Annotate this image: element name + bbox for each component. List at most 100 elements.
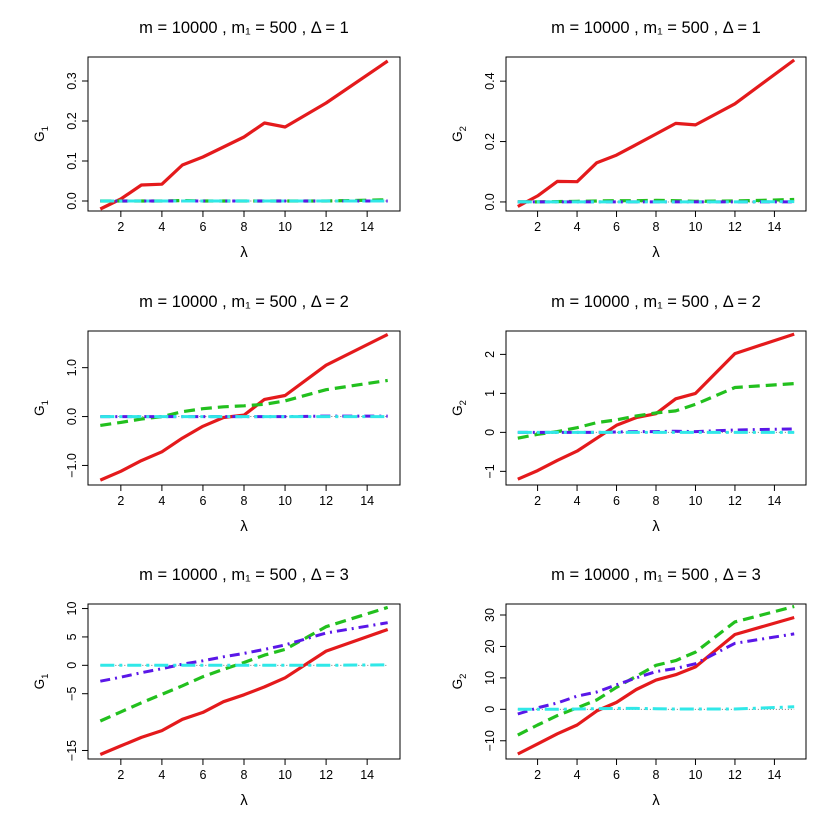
x-axis-label: λ bbox=[652, 792, 660, 809]
series-line-blue bbox=[517, 427, 795, 434]
series-line-green bbox=[517, 604, 795, 737]
x-tick-label: 2 bbox=[117, 768, 124, 782]
y-axis-label: G2 bbox=[450, 126, 469, 142]
y-tick-label: −5 bbox=[65, 687, 79, 701]
x-axis-label: λ bbox=[652, 244, 660, 261]
x-tick-label: 6 bbox=[613, 494, 620, 508]
chart-title: m = 10000 , m₁ = 500 , Δ = 2 bbox=[139, 293, 349, 311]
series-line-green bbox=[100, 378, 388, 427]
y-tick-label: 0.4 bbox=[483, 72, 497, 89]
y-axis-label-subscript: 1 bbox=[40, 400, 51, 405]
y-axis-label-base: G bbox=[450, 405, 465, 416]
y-axis-label: G2 bbox=[450, 674, 469, 690]
x-tick-label: 8 bbox=[653, 768, 660, 782]
series-line-blue bbox=[100, 621, 388, 683]
y-tick-label: 0.2 bbox=[65, 112, 79, 129]
x-axis-label: λ bbox=[652, 518, 660, 535]
chart-title: m = 10000 , m₁ = 500 , Δ = 1 bbox=[551, 19, 761, 37]
chart-title: m = 10000 , m₁ = 500 , Δ = 2 bbox=[551, 293, 761, 311]
x-tick-label: 2 bbox=[534, 494, 541, 508]
y-tick-label: 0.1 bbox=[65, 152, 79, 169]
x-tick-label: 4 bbox=[158, 768, 165, 782]
x-tick-label: 12 bbox=[319, 768, 333, 782]
y-tick-label: 5 bbox=[65, 633, 79, 640]
x-tick-label: 6 bbox=[613, 220, 620, 234]
series-line-red bbox=[99, 627, 389, 756]
x-tick-label: 12 bbox=[728, 494, 742, 508]
x-tick-label: 4 bbox=[574, 494, 581, 508]
x-tick-label: 10 bbox=[278, 768, 292, 782]
y-tick-label: −15 bbox=[65, 740, 79, 761]
x-tick-label: 14 bbox=[360, 494, 374, 508]
y-tick-label: −1 bbox=[483, 464, 497, 478]
x-tick-label: 10 bbox=[689, 494, 703, 508]
x-tick-label: 8 bbox=[241, 220, 248, 234]
x-tick-label: 10 bbox=[689, 220, 703, 234]
x-axis-label: λ bbox=[240, 792, 248, 809]
x-tick-label: 10 bbox=[278, 494, 292, 508]
y-tick-label: −1.0 bbox=[65, 453, 79, 478]
x-tick-label: 12 bbox=[728, 768, 742, 782]
series-line-red bbox=[517, 332, 795, 481]
y-axis-label-base: G bbox=[32, 405, 47, 416]
y-tick-label: 0 bbox=[65, 662, 79, 669]
x-tick-label: 4 bbox=[574, 768, 581, 782]
chart-panel-5: m = 10000 , m₁ = 500 , Δ = 3 2 4 6 8 10 12 14 −1… bbox=[32, 566, 401, 809]
x-axis-label: λ bbox=[240, 518, 248, 535]
y-axis-label-subscript: 1 bbox=[40, 126, 51, 131]
y-axis-label-base: G bbox=[32, 679, 47, 690]
series-line-green bbox=[99, 605, 389, 723]
y-axis-label-subscript: 2 bbox=[458, 674, 469, 679]
y-tick-label: 0.0 bbox=[65, 408, 79, 425]
y-tick-label: 0 bbox=[483, 706, 497, 713]
x-tick-label: 6 bbox=[199, 494, 206, 508]
y-tick-label: 30 bbox=[483, 608, 497, 622]
chart-title: m = 10000 , m₁ = 500 , Δ = 3 bbox=[139, 566, 349, 584]
chart-panel-4: m = 10000 , m₁ = 500 , Δ = 22 4 6 8 10 12 14−1… bbox=[450, 293, 807, 535]
y-tick-label: 10 bbox=[65, 602, 79, 616]
y-tick-label: −10 bbox=[483, 730, 497, 751]
x-tick-label: 8 bbox=[241, 494, 248, 508]
x-tick-label: 10 bbox=[278, 220, 292, 234]
chart-title: m = 10000 , m₁ = 500 , Δ = 3 bbox=[551, 566, 761, 584]
y-tick-label: 0.0 bbox=[483, 193, 497, 210]
x-tick-label: 10 bbox=[689, 768, 703, 782]
x-tick-label: 14 bbox=[360, 768, 374, 782]
series-line-green bbox=[517, 382, 795, 440]
x-tick-label: 14 bbox=[767, 220, 781, 234]
chart-panel-6: m = 10000 , m₁ = 500 , Δ = 3 2 4 6 8 10 12 14 −1… bbox=[450, 566, 807, 809]
x-tick-label: 6 bbox=[199, 768, 206, 782]
y-tick-label: 0.2 bbox=[483, 133, 497, 150]
y-tick-label: 10 bbox=[483, 671, 497, 685]
x-tick-label: 6 bbox=[613, 768, 620, 782]
y-axis-label-base: G bbox=[450, 679, 465, 690]
y-axis-label: G2 bbox=[450, 400, 469, 416]
y-tick-label: 2 bbox=[483, 351, 497, 358]
chart-panel-1: m = 10000 , m₁ = 500 , Δ = 1 2 4 6 8 10 12 14 0.… bbox=[32, 19, 401, 261]
x-tick-label: 4 bbox=[158, 494, 165, 508]
series-line-red bbox=[517, 58, 796, 208]
y-axis-label: G1 bbox=[32, 126, 51, 142]
y-tick-label: 1 bbox=[483, 390, 497, 397]
y-axis-label: G1 bbox=[32, 674, 51, 690]
x-tick-label: 8 bbox=[241, 768, 248, 782]
series-line-red bbox=[99, 59, 389, 211]
x-tick-label: 14 bbox=[767, 494, 781, 508]
x-tick-label: 12 bbox=[319, 220, 333, 234]
x-tick-label: 14 bbox=[767, 768, 781, 782]
x-tick-label: 8 bbox=[653, 220, 660, 234]
y-axis-label-subscript: 2 bbox=[458, 400, 469, 405]
x-tick-label: 2 bbox=[117, 220, 124, 234]
series-line-red bbox=[517, 615, 795, 756]
plot-frame bbox=[87, 330, 401, 486]
y-tick-label: 20 bbox=[483, 639, 497, 653]
chart-panel-3: m = 10000 , m₁ = 500 , Δ = 2 2 4 6 8 10 12 14 −1… bbox=[32, 293, 401, 535]
x-tick-label: 2 bbox=[117, 494, 124, 508]
y-axis-label-base: G bbox=[32, 131, 47, 142]
x-tick-label: 2 bbox=[534, 768, 541, 782]
y-tick-label: 0 bbox=[483, 429, 497, 436]
x-tick-label: 4 bbox=[574, 220, 581, 234]
x-tick-label: 4 bbox=[158, 220, 165, 234]
chart-panel-2: m = 10000 , m₁ = 500 , Δ = 1 2 4 6 8 10 12 14 0.… bbox=[450, 19, 807, 261]
series-line-cyan bbox=[100, 663, 388, 667]
